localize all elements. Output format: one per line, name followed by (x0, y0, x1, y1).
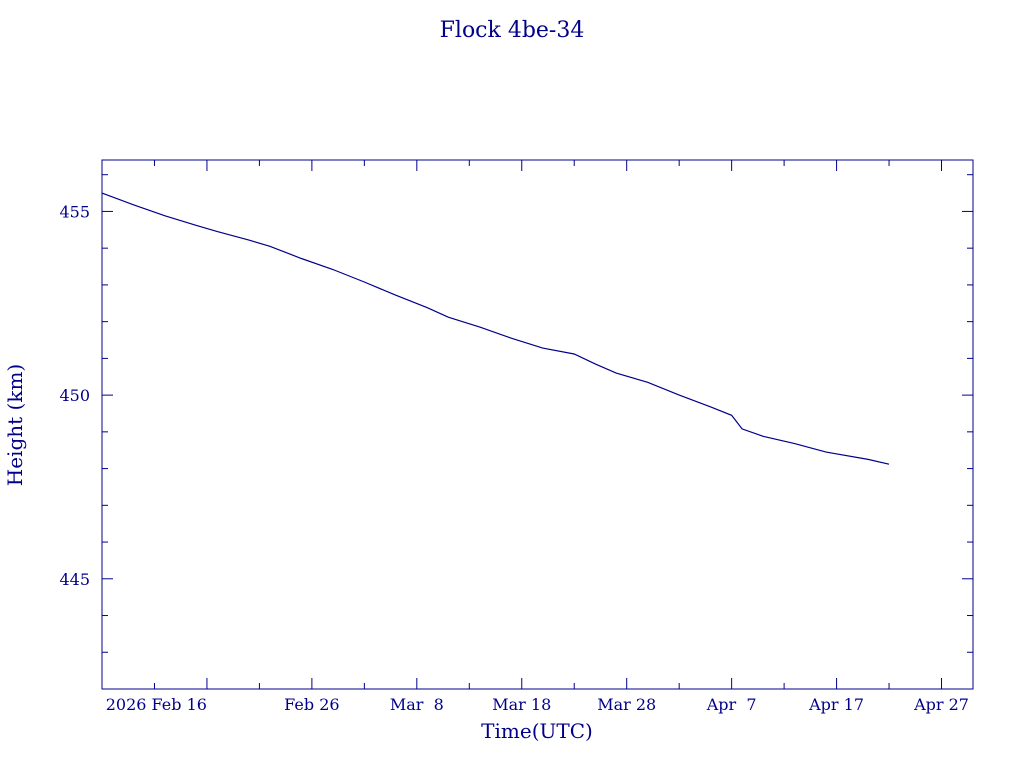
x-tick-label: Apr 27 (913, 695, 969, 714)
x-tick-label: Mar 18 (492, 695, 551, 714)
x-tick-label: Apr 17 (808, 695, 864, 714)
y-tick-label: 445 (59, 570, 90, 589)
y-tick-label: 450 (59, 386, 90, 405)
x-tick-label: Apr 7 (706, 695, 757, 714)
x-tick-labels: 2026 Feb 16 Feb 26 Mar 8 Mar 18 Mar 28 Apr 7 A… (106, 695, 969, 714)
y-axis-label: Height (km) (3, 364, 27, 486)
x-tick-label: Mar 8 (390, 695, 444, 714)
x-tick-label: Feb 26 (284, 695, 339, 714)
x-tick-label: 2026 Feb 16 (106, 695, 207, 714)
x-axis-label: Time(UTC) (481, 719, 593, 743)
y-tick-labels: 445 450 455 (59, 202, 90, 588)
height-series-line (101, 192, 890, 465)
chart-title: Flock 4be-34 (440, 18, 585, 43)
y-tick-label: 455 (59, 202, 90, 221)
plot-frame (101, 159, 974, 690)
x-tick-label: Mar 28 (597, 695, 656, 714)
tick-layer (101, 160, 973, 690)
